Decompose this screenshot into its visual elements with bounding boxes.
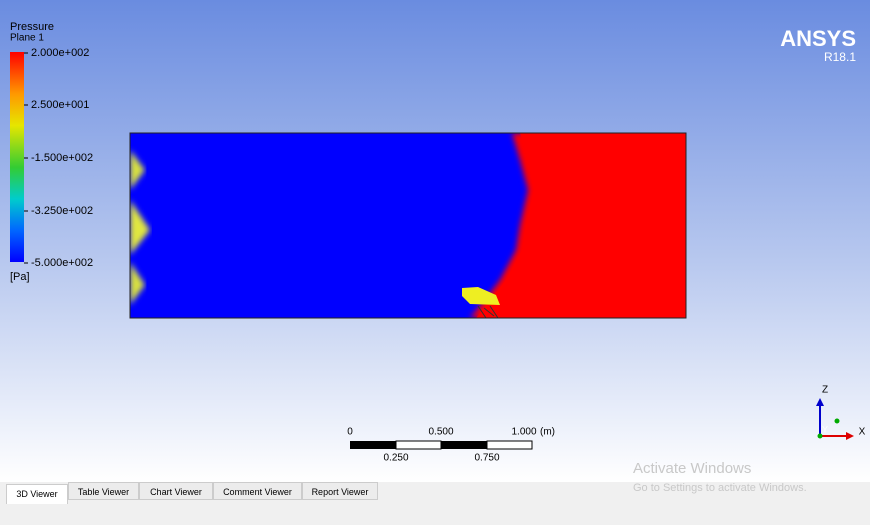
domain-outline <box>129 132 687 319</box>
axis-triad: Z X Y <box>816 385 866 440</box>
viewer-tab[interactable]: Report Viewer <box>302 482 378 500</box>
triad-z: Z <box>822 385 828 396</box>
watermark-subtitle: Go to Settings to activate Windows. <box>633 482 807 494</box>
scale-label: 1.000 <box>511 427 536 438</box>
legend-title: Pressure <box>10 21 54 33</box>
x-arrow <box>846 432 854 440</box>
viewer-tab[interactable]: 3D Viewer <box>6 484 68 504</box>
legend-label: 2.500e+001 <box>31 99 89 111</box>
scale-unit: (m) <box>540 427 555 438</box>
z-arrow <box>816 398 824 406</box>
logo-name: ANSYS <box>780 26 856 51</box>
legend-subtitle: Plane 1 <box>10 33 44 44</box>
watermark-title: Activate Windows <box>633 460 751 477</box>
logo-version: R18.1 <box>824 50 856 64</box>
triad-x: X <box>859 427 866 438</box>
scale-segment <box>441 441 487 449</box>
legend-label: -3.250e+002 <box>31 205 93 217</box>
legend-labels: 2.000e+002 2.500e+001 -1.500e+002 -3.250e+0… <box>24 47 93 269</box>
scale-segment <box>486 440 533 450</box>
y-axis <box>834 418 840 424</box>
scale-label: 0.750 <box>474 453 499 464</box>
legend-label: -5.000e+002 <box>31 257 93 269</box>
triad-y: Y <box>822 424 828 434</box>
contour-plot <box>130 133 686 318</box>
origin <box>817 433 823 439</box>
high-pressure-core <box>476 133 686 318</box>
scale-bar <box>350 440 533 450</box>
colorbar <box>10 52 24 262</box>
mesh-artifact <box>477 305 499 318</box>
scale-label: 0.250 <box>383 453 408 464</box>
legend-label: 2.000e+002 <box>31 47 89 59</box>
scale-segment <box>395 440 442 450</box>
legend-unit: [Pa] <box>10 271 30 283</box>
edge-patch <box>130 262 145 305</box>
scale-segment <box>350 441 396 449</box>
legend-label: -1.500e+002 <box>31 152 93 164</box>
yellow-patch <box>462 287 500 305</box>
viewer-3d: Pressure Plane 1 2.000e+002 2.500e+001 -1.… <box>0 0 870 482</box>
scale-label: 0.500 <box>428 427 453 438</box>
edge-patch <box>130 200 150 255</box>
viewer-tab[interactable]: Comment Viewer <box>213 482 302 500</box>
edge-patch <box>130 150 145 190</box>
viewer-tab[interactable]: Chart Viewer <box>139 482 213 500</box>
viewer-tab[interactable]: Table Viewer <box>68 482 139 500</box>
scale-label: 0 <box>347 427 353 438</box>
